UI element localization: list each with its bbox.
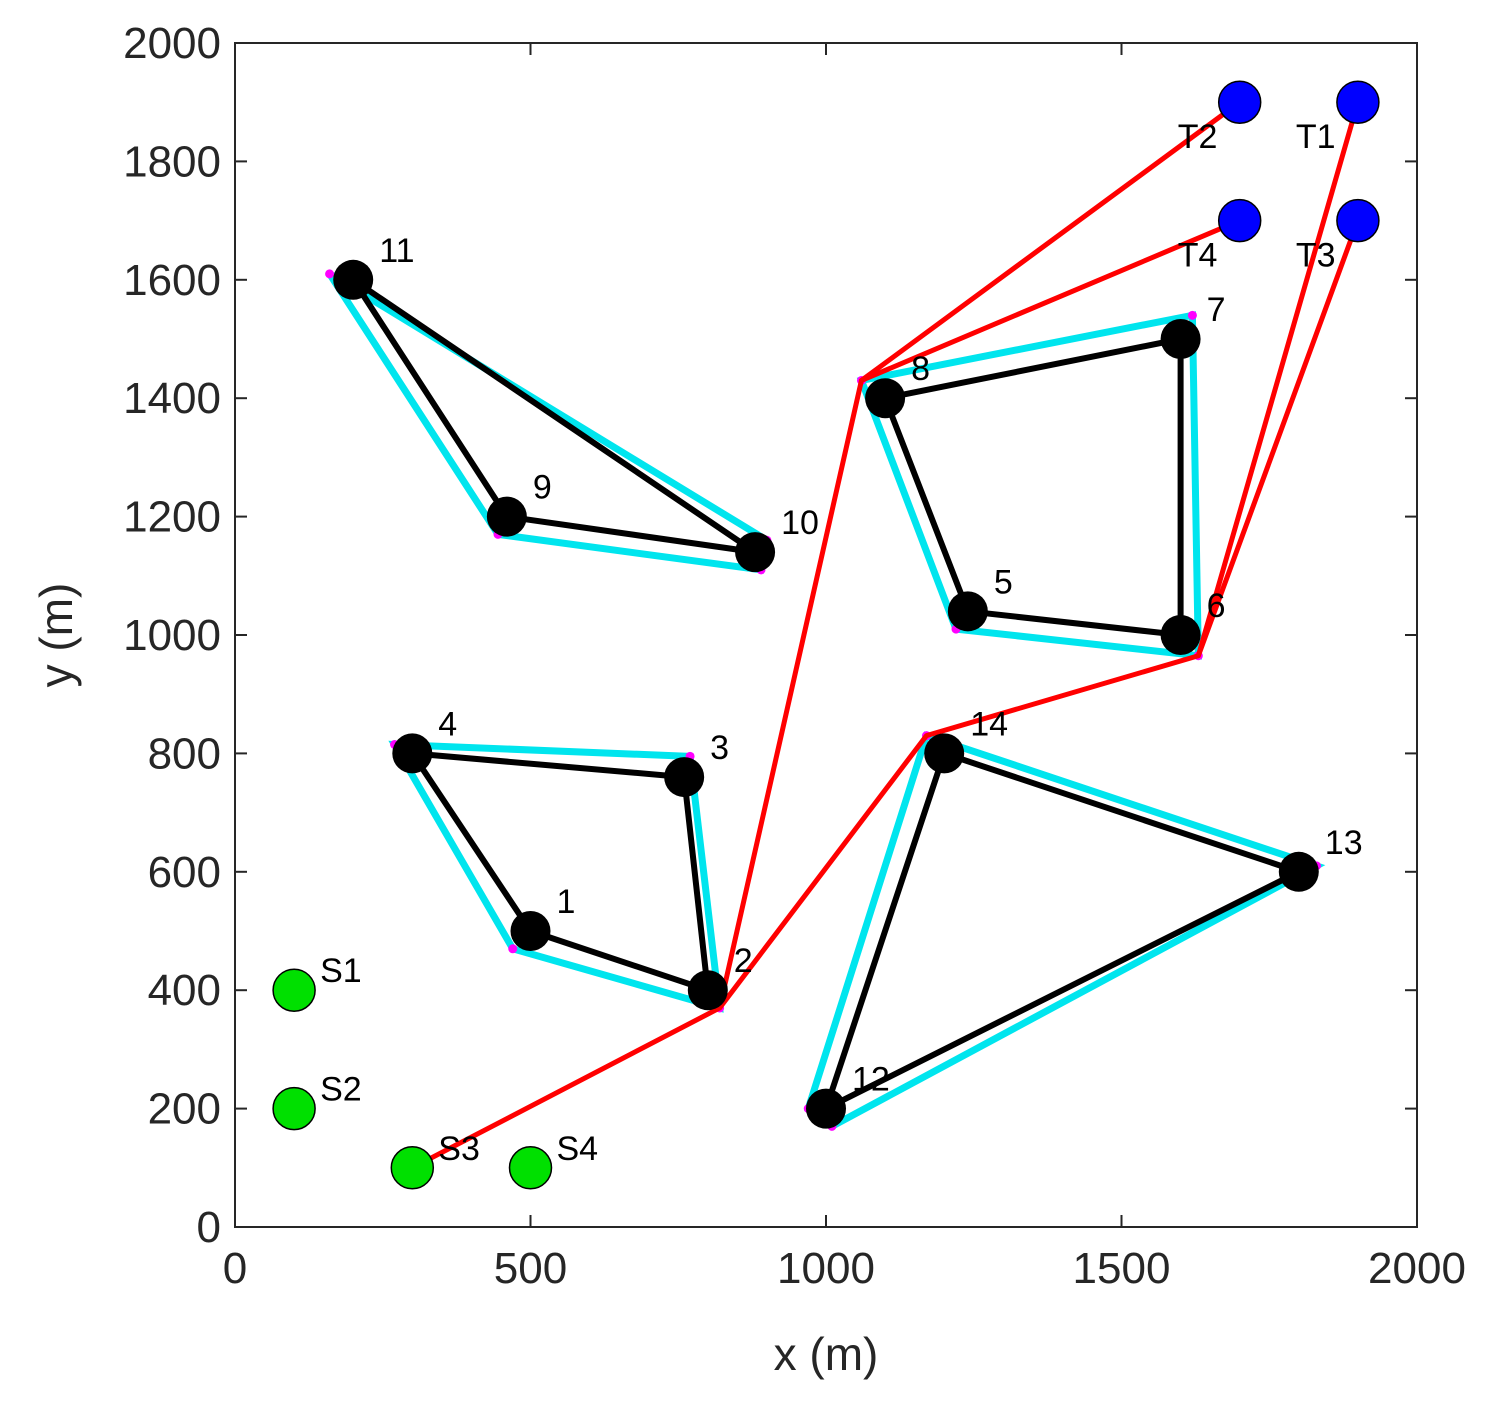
sensor-node-11 [333,259,374,300]
source-label-S3: S3 [438,1130,480,1168]
sensor-node-14 [924,733,965,774]
target-node-T1 [1336,80,1380,124]
sensor-node-9 [486,496,527,537]
routing-path-3 [717,99,1361,1011]
y-tick-label: 1800 [123,137,221,186]
target-node-T2 [1217,80,1262,124]
sensor-node-10 [735,532,776,573]
sensor-label-6: 6 [1207,587,1226,625]
routing-path-2 [858,218,1243,383]
x-axis-label: x (m) [774,1328,879,1380]
sensor-node-5 [947,591,988,632]
sensor-label-7: 7 [1207,291,1226,329]
cluster-edge-4 [823,750,1302,1112]
hull-corner [508,944,518,954]
target-node-T4 [1217,198,1262,243]
y-tick-label: 200 [148,1085,221,1134]
sensor-label-2: 2 [734,942,753,980]
sensor-label-14: 14 [970,705,1008,743]
sensor-label-10: 10 [781,504,819,542]
sensor-label-8: 8 [911,350,930,388]
y-tick-label: 1000 [123,611,221,660]
routing-path-1 [409,99,1243,1171]
sensor-label-4: 4 [438,705,457,743]
y-tick-label: 600 [148,848,221,897]
y-tick-label: 1600 [123,256,221,305]
source-label-S4: S4 [557,1130,599,1168]
hull-corner [1187,310,1197,320]
y-axis-ticks: 0 200 400 600 800 1000 1200 1400 1600 1800 2000 [123,19,1417,1252]
sensor-label-5: 5 [994,563,1013,601]
target-label-T4: T4 [1178,237,1218,275]
sensor-label-11: 11 [379,232,414,270]
sensor-label-1: 1 [557,883,576,921]
x-tick-label: 1000 [777,1244,875,1293]
sensor-label-13: 13 [1325,824,1363,862]
y-tick-label: 400 [148,966,221,1015]
sensor-node-12 [806,1088,846,1129]
target-node-T3 [1336,198,1380,243]
target-label-T1: T1 [1296,118,1336,156]
routing-paths [409,99,1361,1171]
sensor-node-6 [1160,615,1201,655]
source-node-S4 [508,1146,553,1190]
x-tick-label: 0 [223,1244,247,1293]
y-tick-label: 1400 [123,374,221,423]
sensor-label-9: 9 [533,469,552,507]
source-node-S1 [272,968,316,1012]
sensor-node-13 [1278,851,1319,892]
x-tick-label: 2000 [1368,1244,1466,1293]
hull-corner [325,269,335,279]
sensor-node-2 [687,970,728,1011]
x-axis-ticks: 0 500 1000 1500 2000 [223,43,1466,1293]
cluster-edge-2 [350,276,759,556]
y-axis-label: y (m) [30,583,82,688]
sensor-node-1 [510,911,551,951]
y-tick-label: 800 [148,729,221,778]
sensor-node-3 [664,757,705,798]
source-node-S2 [272,1086,316,1131]
sensor-node-7 [1160,319,1201,359]
routing-path-4 [1195,218,1361,659]
x-tick-label: 1500 [1073,1244,1171,1293]
plot-area [234,42,1418,1228]
y-tick-label: 0 [197,1203,221,1252]
sensor-node-8 [865,378,906,419]
source-label-S2: S2 [320,1071,362,1109]
target-label-T2: T2 [1178,118,1218,156]
source-node-S3 [390,1146,435,1190]
source-label-S1: S1 [320,952,362,990]
sensor-label-3: 3 [710,729,729,767]
sensor-label-12: 12 [852,1061,890,1099]
target-label-T3: T3 [1296,237,1336,275]
sensor-node-4 [392,733,433,774]
y-tick-label: 2000 [123,19,221,68]
nodes [272,80,1380,1190]
x-tick-label: 500 [494,1244,567,1293]
y-tick-label: 1200 [123,493,221,542]
